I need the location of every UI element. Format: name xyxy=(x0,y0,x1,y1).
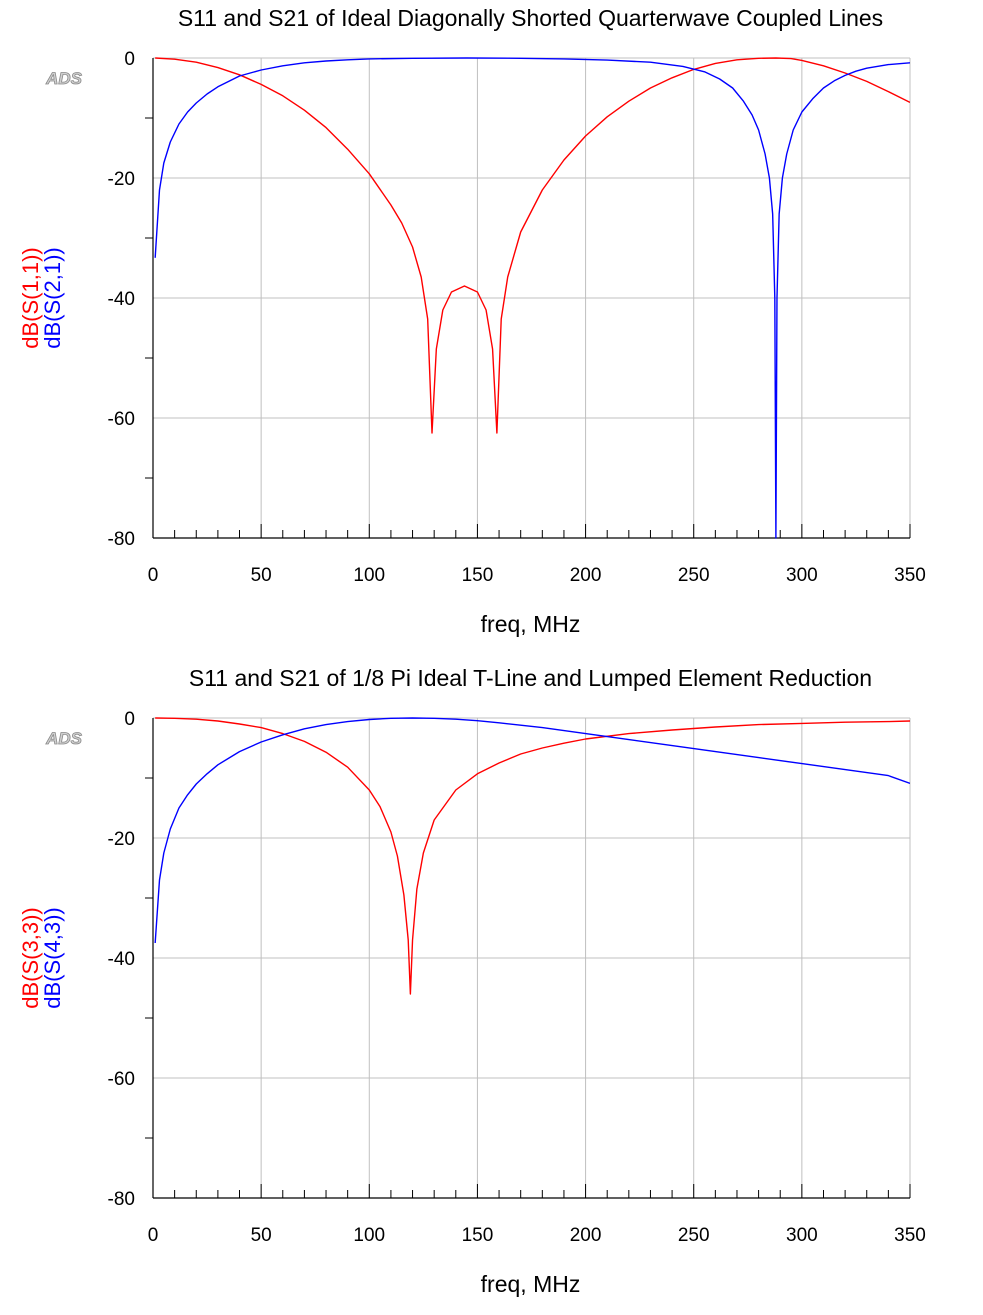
x-tick-label: 200 xyxy=(570,565,602,586)
x-tick-label: 50 xyxy=(251,565,272,586)
x-tick-label: 0 xyxy=(148,1225,159,1246)
y-tick-label: -80 xyxy=(108,1189,135,1210)
series-line-dbs11 xyxy=(155,57,910,434)
y-tick-label: -60 xyxy=(108,1069,135,1090)
y-tick-label: 0 xyxy=(124,49,135,70)
x-tick-label: 100 xyxy=(353,565,385,586)
x-tick-label: 350 xyxy=(894,1225,926,1246)
x-tick-label: 350 xyxy=(894,565,926,586)
y-tick-label: -40 xyxy=(108,949,135,970)
x-tick-label: 150 xyxy=(462,1225,494,1246)
chart-bottom: S11 and S21 of 1/8 Pi Ideal T-Line and L… xyxy=(18,665,926,1297)
y-tick-label: 0 xyxy=(124,709,135,730)
y-axis-label-line: dB(S(2,1)) xyxy=(40,247,65,348)
chart-title: S11 and S21 of 1/8 Pi Ideal T-Line and L… xyxy=(189,665,872,691)
y-axis-label: dB(S(1,1))dB(S(2,1)) xyxy=(18,247,65,348)
y-axis-label-line: dB(S(1,1)) xyxy=(18,247,43,348)
x-tick-label: 50 xyxy=(251,1225,272,1246)
x-tick-label: 300 xyxy=(786,1225,818,1246)
x-tick-label: 150 xyxy=(462,565,494,586)
y-tick-label: -20 xyxy=(108,829,135,850)
ads-watermark: ADS xyxy=(45,729,83,748)
chart-title: S11 and S21 of Ideal Diagonally Shorted … xyxy=(178,5,883,31)
y-tick-label: -40 xyxy=(108,289,135,310)
x-tick-label: 300 xyxy=(786,565,818,586)
x-axis-label: freq, MHz xyxy=(481,1271,581,1297)
y-tick-label: -80 xyxy=(108,529,135,550)
x-tick-label: 0 xyxy=(148,565,159,586)
series-line-dbs33 xyxy=(155,717,910,995)
x-tick-label: 100 xyxy=(353,1225,385,1246)
chart-top: S11 and S21 of Ideal Diagonally Shorted … xyxy=(18,5,926,637)
y-tick-label: -20 xyxy=(108,169,135,190)
y-tick-label: -60 xyxy=(108,409,135,430)
ads-watermark: ADS xyxy=(45,69,83,88)
y-axis-label: dB(S(3,3))dB(S(4,3)) xyxy=(18,907,65,1008)
x-tick-label: 250 xyxy=(678,565,710,586)
x-axis-label: freq, MHz xyxy=(481,611,581,637)
series-line-dbs21 xyxy=(154,57,910,539)
y-axis-label-line: dB(S(4,3)) xyxy=(40,907,65,1008)
y-axis-label-line: dB(S(3,3)) xyxy=(18,907,43,1008)
series-line-dbs43 xyxy=(154,717,910,944)
x-tick-label: 200 xyxy=(570,1225,602,1246)
x-tick-label: 250 xyxy=(678,1225,710,1246)
